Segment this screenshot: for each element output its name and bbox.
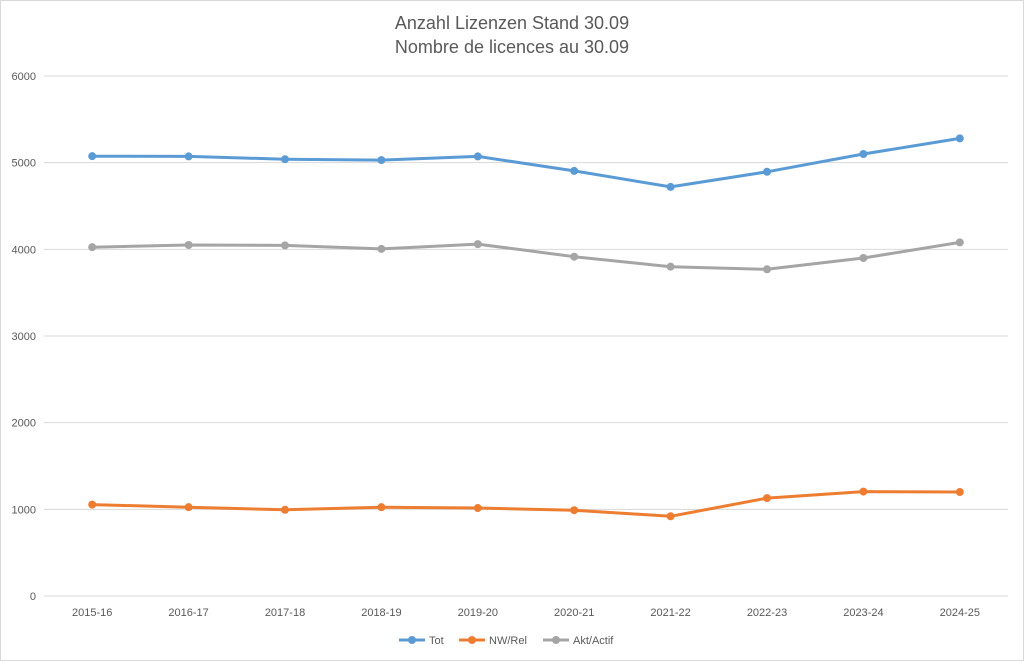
data-point (763, 167, 771, 176)
data-point (281, 155, 289, 164)
legend-marker (468, 636, 476, 644)
data-point (281, 241, 289, 250)
y-tick-label: 2000 (12, 418, 36, 430)
x-tick-label: 2022-23 (747, 607, 787, 619)
legend-marker (408, 636, 416, 644)
legend-label: Tot (429, 635, 444, 647)
data-point (88, 500, 97, 509)
y-tick-label: 6000 (12, 71, 36, 83)
data-point (281, 505, 289, 514)
x-tick-label: 2016-17 (168, 607, 208, 619)
data-point (666, 182, 675, 191)
y-tick-label: 1000 (12, 504, 36, 516)
data-point (377, 503, 386, 512)
series-line (90, 490, 962, 518)
legend-marker (552, 636, 560, 644)
data-point (666, 262, 675, 271)
data-point (955, 238, 964, 247)
x-tick-label: 2015-16 (72, 607, 112, 619)
data-point (763, 265, 771, 274)
data-point (184, 503, 193, 512)
data-point (473, 152, 482, 161)
data-point (88, 152, 97, 161)
data-point (184, 241, 193, 249)
data-point (666, 512, 675, 521)
x-tick-label: 2017-18 (265, 607, 305, 619)
x-tick-label: 2020-21 (554, 607, 594, 619)
series-line (90, 240, 962, 271)
y-tick-label: 0 (30, 591, 36, 603)
y-tick-label: 3000 (12, 331, 36, 343)
data-point (473, 504, 482, 513)
chart-title: Anzahl Lizenzen Stand 30.09 (394, 13, 630, 33)
data-point (955, 488, 964, 496)
data-point (570, 252, 579, 261)
data-point (955, 134, 964, 143)
x-tick-label: 2021-22 (650, 607, 690, 619)
x-tick-label: 2024-25 (940, 607, 980, 619)
data-point (473, 240, 482, 249)
series-line (90, 136, 962, 189)
x-tick-label: 2018-19 (361, 607, 401, 619)
y-tick-label: 4000 (12, 244, 36, 256)
data-point (377, 244, 386, 253)
data-point (570, 166, 579, 175)
data-point (859, 254, 868, 262)
y-tick-label: 5000 (12, 158, 36, 170)
legend-label: NW/Rel (489, 635, 527, 647)
data-point (763, 494, 771, 503)
data-point (859, 487, 868, 496)
data-point (377, 156, 386, 165)
data-point (859, 150, 868, 158)
chart-subtitle: Nombre de licences au 30.09 (394, 37, 630, 57)
data-point (88, 243, 97, 252)
x-tick-label: 2019-20 (458, 607, 498, 619)
legend-label: Akt/Actif (573, 635, 614, 647)
x-tick-label: 2023-24 (843, 607, 883, 619)
data-point (184, 152, 193, 161)
data-point (570, 506, 579, 515)
